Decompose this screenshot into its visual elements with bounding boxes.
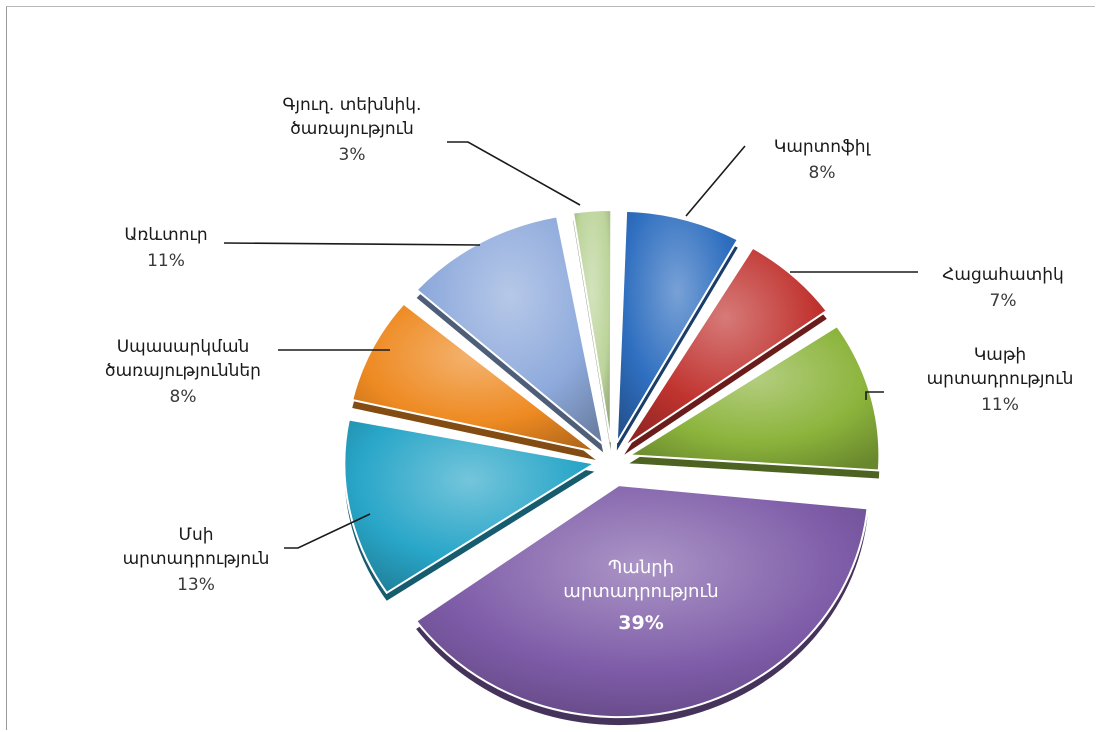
pie-slice	[415, 215, 605, 447]
slice-label: արտադրություն	[927, 369, 1074, 389]
slice-label: Գյուղ. տեխնիկ.	[283, 95, 422, 115]
slice-label: Առևտուր	[124, 225, 207, 245]
leader-line	[447, 141, 581, 206]
slice-percent-label: 3%	[339, 145, 366, 165]
slice-percent-label: 39%	[618, 612, 663, 634]
slice-percent-label: 11%	[147, 251, 185, 271]
leader-line	[865, 391, 884, 400]
pie-slice	[623, 246, 829, 448]
pie-slice	[351, 302, 597, 453]
slice-percent-label: 8%	[809, 163, 836, 183]
pie-slice	[571, 209, 613, 443]
pie-slice	[626, 324, 881, 472]
chart-frame	[6, 6, 1095, 730]
slice-percent-label: 8%	[170, 387, 197, 407]
slice-percent-label: 7%	[990, 291, 1017, 311]
leader-line	[223, 242, 481, 246]
slice-label: ծառայություն	[290, 119, 414, 139]
leader-line	[685, 145, 746, 217]
slice-label: Կարտոֆիլ	[774, 137, 872, 157]
leader-line	[284, 513, 371, 549]
slice-label: ծառայություններ	[105, 361, 261, 381]
slice-label: Կաթի	[974, 345, 1026, 365]
slice-label: Մսի	[178, 525, 213, 545]
slice-label: Պանրի	[608, 557, 674, 578]
slice-percent-label: 11%	[981, 395, 1019, 415]
slice-label: արտադրություն	[123, 549, 270, 569]
slice-label: Սպասարկման	[117, 337, 250, 357]
slice-percent-label: 13%	[177, 575, 215, 595]
pie-slice	[615, 209, 740, 444]
slice-label: արտադրություն	[563, 581, 718, 602]
slice-label: Հացահատիկ	[942, 265, 1064, 285]
pie-slice	[343, 418, 598, 595]
pie-slice	[414, 484, 869, 719]
